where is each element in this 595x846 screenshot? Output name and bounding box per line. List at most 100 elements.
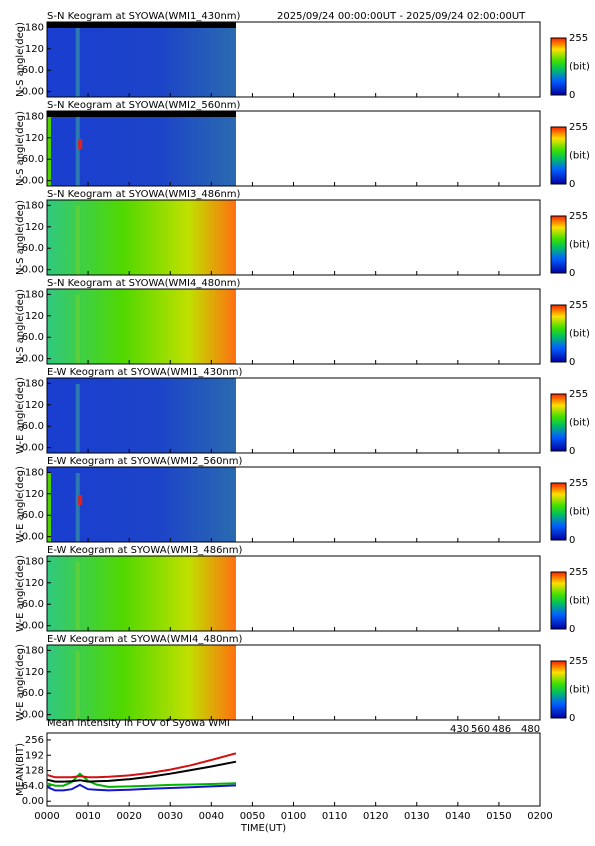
legend-entry: 480 [521, 724, 540, 735]
keogram-image [47, 22, 236, 97]
colorbar-label: 255 [569, 656, 588, 667]
keogram-image [47, 111, 236, 186]
keogram-dark-band [47, 22, 236, 28]
y-tick-label: 120 [25, 400, 44, 411]
y-tick-label: 120 [25, 311, 44, 322]
keogram-left-band [47, 473, 51, 542]
colorbar [550, 215, 567, 274]
x-tick-label: 0050 [240, 811, 265, 822]
y-tick-label: 120 [25, 489, 44, 500]
colorbar-unit: (bit) [569, 596, 590, 607]
series-line [46, 772, 237, 788]
colorbar-unit: (bit) [569, 62, 590, 73]
x-tick-label: 0010 [75, 811, 100, 822]
colorbar [550, 126, 567, 185]
x-tick-label: 0000 [34, 811, 59, 822]
legend-entry: 430 [450, 724, 469, 735]
keogram-streak [75, 651, 80, 720]
x-tick-label: 0150 [486, 811, 511, 822]
y-tick-label: 0.00 [22, 443, 44, 454]
y-tick-label: 0.00 [22, 87, 44, 98]
colorbar-unit: (bit) [569, 240, 590, 251]
colorbar-label: 0 [569, 446, 575, 457]
y-tick-label: 60.0 [22, 243, 44, 254]
legend-entry: 486 [492, 724, 511, 735]
y-tick-label: 128 [25, 766, 44, 777]
x-tick-label: 0100 [281, 811, 306, 822]
x-axis-label: TIME(UT) [240, 823, 286, 834]
colorbar-label: 0 [569, 624, 575, 635]
colorbar-label: 0 [569, 535, 575, 546]
keogram-image [47, 200, 236, 275]
y-tick-label: 120 [25, 222, 44, 233]
x-tick-label: 0040 [199, 811, 224, 822]
panel-ylabel: N-S angle(deg) [15, 22, 26, 97]
y-tick-label: 180 [25, 645, 44, 656]
y-tick-label: 60.0 [22, 154, 44, 165]
panel-ylabel: W-E angle(deg) [15, 644, 26, 721]
plot-frame [46, 732, 541, 807]
y-tick-label: 0.00 [22, 532, 44, 543]
colorbar [550, 304, 567, 363]
colorbar-label: 255 [569, 478, 588, 489]
colorbar-unit: (bit) [569, 151, 590, 162]
y-tick-label: 0.00 [22, 265, 44, 276]
x-tick-label: 0020 [116, 811, 141, 822]
y-tick-label: 180 [25, 111, 44, 122]
y-tick-label: 0.00 [22, 354, 44, 365]
x-tick-label: 0200 [527, 811, 552, 822]
chart-title: Mean intensity in FOV of Syowa WMI [47, 718, 230, 729]
colorbar [550, 571, 567, 630]
colorbar-unit: (bit) [569, 507, 590, 518]
keogram-hotspot [78, 495, 83, 505]
panel-ylabel: N-S angle(deg) [15, 289, 26, 364]
colorbar [550, 660, 567, 719]
y-tick-label: 180 [25, 378, 44, 389]
y-tick-label: 180 [25, 22, 44, 33]
keogram-dark-band [47, 111, 236, 117]
colorbar-label: 0 [569, 357, 575, 368]
x-tick-label: 0130 [404, 811, 429, 822]
y-tick-label: 120 [25, 133, 44, 144]
panel-title: E-W Keogram at SYOWA(WMI2_560nm) [47, 456, 243, 467]
panel-title: S-N Keogram at SYOWA(WMI4_480nm) [47, 278, 241, 289]
colorbar-label: 0 [569, 90, 575, 101]
y-tick-label: 120 [25, 44, 44, 55]
legend-entry: 560 [471, 724, 490, 735]
keogram-streak [75, 295, 80, 364]
header-period: 2025/09/24 00:00:00UT - 2025/09/24 02:00… [277, 11, 526, 22]
y-axis-label: MEAN(BIT) [15, 743, 26, 796]
colorbar-label: 255 [569, 33, 588, 44]
y-tick-label: 60.0 [22, 65, 44, 76]
x-tick-label: 0110 [322, 811, 347, 822]
y-tick-label: 0.00 [22, 796, 44, 807]
panel-title: E-W Keogram at SYOWA(WMI3_486nm) [47, 545, 243, 556]
y-tick-label: 0.00 [22, 621, 44, 632]
y-tick-label: 120 [25, 667, 44, 678]
y-tick-label: 256 [25, 735, 44, 746]
colorbar-label: 0 [569, 268, 575, 279]
colorbar-label: 0 [569, 179, 575, 190]
y-tick-label: 180 [25, 556, 44, 567]
keogram-streak [75, 473, 80, 542]
series-line [46, 752, 237, 779]
panel-title: S-N Keogram at SYOWA(WMI3_486nm) [47, 189, 241, 200]
keogram-streak [75, 384, 80, 453]
header-title: S-N Keogram at SYOWA(WMI1_430nm) [47, 11, 241, 22]
y-tick-label: 180 [25, 467, 44, 478]
colorbar-label: 255 [569, 389, 588, 400]
keogram-image [47, 467, 236, 542]
keogram-image [47, 378, 236, 453]
colorbar-unit: (bit) [569, 685, 590, 696]
y-tick-label: 192 [25, 750, 44, 761]
keogram-streak [75, 206, 80, 275]
y-tick-label: 60.0 [22, 599, 44, 610]
panel-title: E-W Keogram at SYOWA(WMI4_480nm) [47, 634, 243, 645]
series-line [46, 760, 237, 783]
colorbar-label: 0 [569, 713, 575, 724]
colorbar-unit: (bit) [569, 418, 590, 429]
panel-ylabel: W-E angle(deg) [15, 466, 26, 543]
y-tick-label: 60.0 [22, 510, 44, 521]
y-tick-label: 180 [25, 289, 44, 300]
